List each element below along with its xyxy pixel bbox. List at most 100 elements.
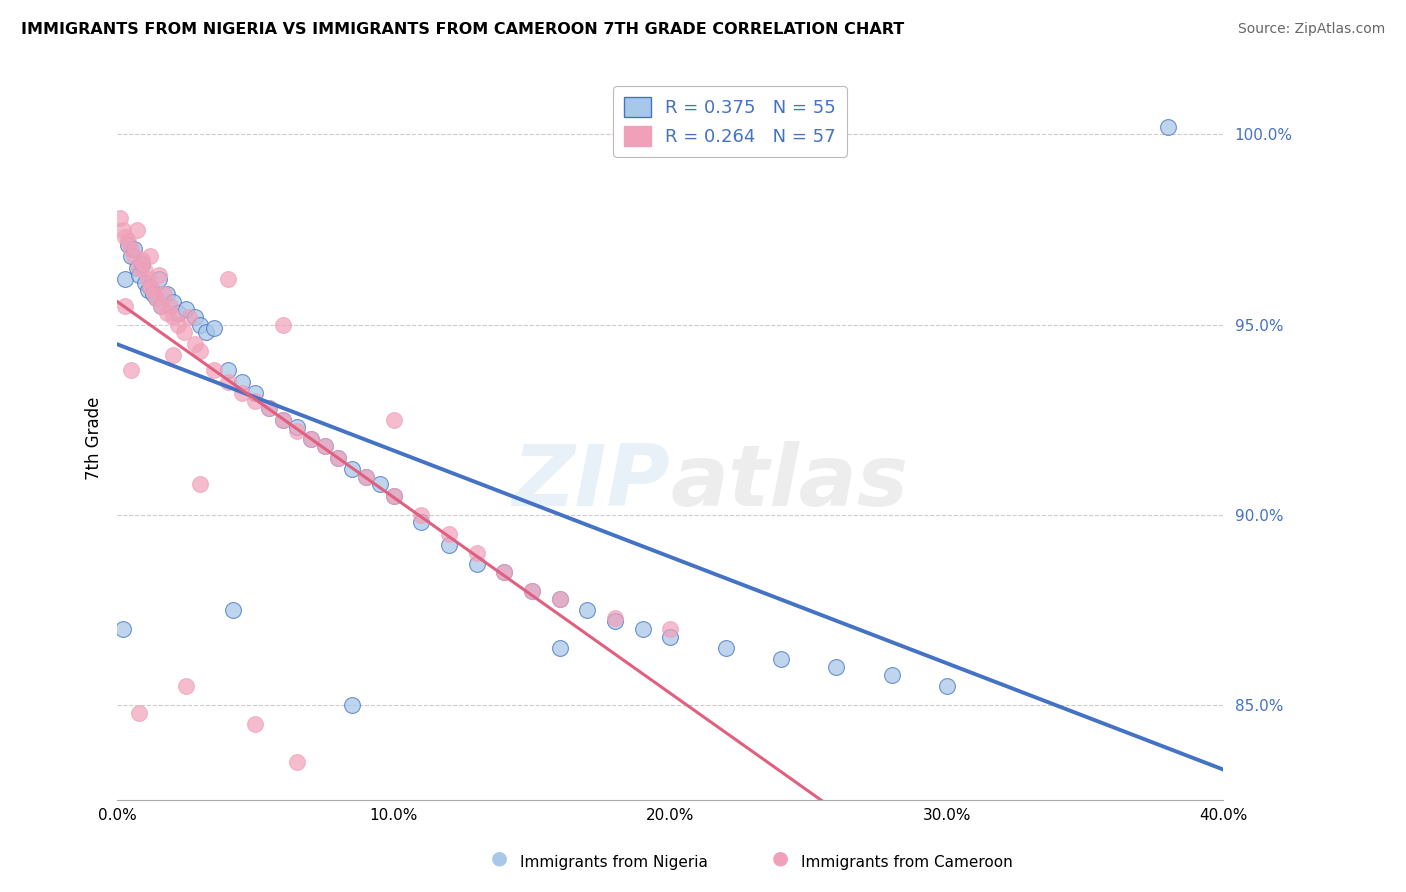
Point xyxy=(111,222,134,236)
Point xyxy=(437,527,460,541)
Point xyxy=(125,260,148,275)
Point xyxy=(176,679,198,693)
Point xyxy=(328,450,350,465)
Point xyxy=(131,253,153,268)
Point xyxy=(245,393,267,408)
Point xyxy=(177,310,200,324)
Point xyxy=(145,291,167,305)
Point xyxy=(150,299,173,313)
Point xyxy=(120,242,142,256)
Point xyxy=(162,310,184,324)
Text: Immigrants from Nigeria: Immigrants from Nigeria xyxy=(520,855,709,870)
Point xyxy=(142,284,165,298)
Point xyxy=(714,640,737,655)
Point xyxy=(548,640,571,655)
Point xyxy=(314,439,336,453)
Point xyxy=(271,413,294,427)
Point xyxy=(465,558,488,572)
Point xyxy=(142,287,165,301)
Point xyxy=(128,706,150,720)
Point xyxy=(122,249,145,263)
Point xyxy=(148,272,170,286)
Point xyxy=(148,268,170,283)
Point xyxy=(145,291,167,305)
Legend: R = 0.375   N = 55, R = 0.264   N = 57: R = 0.375 N = 55, R = 0.264 N = 57 xyxy=(613,87,846,157)
Point xyxy=(117,234,139,248)
Point xyxy=(176,302,198,317)
Point xyxy=(245,386,267,401)
Point xyxy=(139,249,162,263)
Point xyxy=(128,260,150,275)
Point xyxy=(935,679,957,693)
Point xyxy=(576,603,599,617)
Point xyxy=(1157,120,1180,134)
Point xyxy=(156,287,179,301)
Point xyxy=(245,717,267,731)
Point xyxy=(880,667,903,681)
Point xyxy=(194,326,217,340)
Point xyxy=(114,272,136,286)
Point xyxy=(150,299,173,313)
Point xyxy=(111,622,134,636)
Point xyxy=(167,318,190,332)
Point xyxy=(136,284,159,298)
Point xyxy=(231,386,253,401)
Point xyxy=(202,363,225,377)
Point xyxy=(259,401,281,416)
Point xyxy=(136,272,159,286)
Point xyxy=(285,424,308,438)
Point xyxy=(120,363,142,377)
Text: Source: ZipAtlas.com: Source: ZipAtlas.com xyxy=(1237,22,1385,37)
Y-axis label: 7th Grade: 7th Grade xyxy=(86,397,103,481)
Point xyxy=(314,439,336,453)
Point xyxy=(603,610,626,624)
Point xyxy=(188,477,211,491)
Point xyxy=(437,538,460,552)
Point xyxy=(139,279,162,293)
Point xyxy=(159,299,181,313)
Point xyxy=(548,591,571,606)
Point xyxy=(659,622,682,636)
Point xyxy=(183,336,205,351)
Point xyxy=(128,268,150,283)
Point xyxy=(328,450,350,465)
Point xyxy=(156,306,179,320)
Point xyxy=(520,583,543,598)
Text: ●: ● xyxy=(491,849,508,868)
Point xyxy=(603,615,626,629)
Point xyxy=(125,222,148,236)
Point xyxy=(494,565,516,579)
Point xyxy=(114,299,136,313)
Point xyxy=(134,276,156,290)
Point xyxy=(271,318,294,332)
Point xyxy=(465,546,488,560)
Point xyxy=(382,413,405,427)
Point xyxy=(825,660,848,674)
Text: IMMIGRANTS FROM NIGERIA VS IMMIGRANTS FROM CAMEROON 7TH GRADE CORRELATION CHART: IMMIGRANTS FROM NIGERIA VS IMMIGRANTS FR… xyxy=(21,22,904,37)
Point xyxy=(183,310,205,324)
Point xyxy=(188,344,211,359)
Point xyxy=(139,279,162,293)
Point xyxy=(222,603,245,617)
Text: ●: ● xyxy=(772,849,789,868)
Point xyxy=(299,432,322,446)
Point xyxy=(354,470,377,484)
Point xyxy=(231,375,253,389)
Point xyxy=(299,432,322,446)
Point xyxy=(122,242,145,256)
Point xyxy=(342,698,364,712)
Point xyxy=(411,516,433,530)
Point xyxy=(162,348,184,362)
Point xyxy=(162,294,184,309)
Point xyxy=(354,470,377,484)
Point xyxy=(769,652,792,666)
Point xyxy=(202,321,225,335)
Point xyxy=(120,249,142,263)
Point xyxy=(659,630,682,644)
Point xyxy=(548,591,571,606)
Point xyxy=(368,477,391,491)
Point xyxy=(173,326,195,340)
Text: atlas: atlas xyxy=(671,441,908,524)
Point xyxy=(114,230,136,244)
Point xyxy=(382,489,405,503)
